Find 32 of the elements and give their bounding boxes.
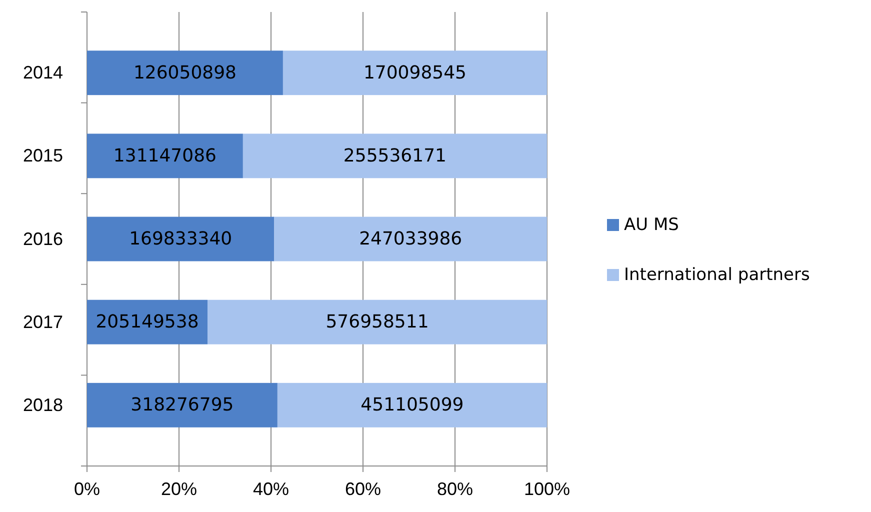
annotation: 131147086 <box>113 145 217 166</box>
bar <box>87 50 283 96</box>
bar <box>87 216 274 262</box>
y-tick-label: 2015 <box>22 146 63 166</box>
annotation: 169833340 <box>129 228 232 250</box>
annotation: 205149538 <box>96 312 199 333</box>
x-tick-label: 80% <box>436 478 474 499</box>
y-tick-label: 2014 <box>22 62 63 83</box>
x-tick-label: 0% <box>74 478 100 499</box>
y-tick-label: 2017 <box>22 312 63 332</box>
x-tick-label: 60% <box>344 478 382 499</box>
bar <box>282 50 547 96</box>
y-tick-label: 2016 <box>22 228 63 249</box>
annotation: 451105099 <box>360 394 464 416</box>
x-tick-label: 100% <box>524 478 570 499</box>
legend-label: AU MS <box>624 215 679 235</box>
annotation: 255536171 <box>343 145 447 166</box>
bar <box>208 300 547 344</box>
y-tick-label: 2018 <box>22 394 63 415</box>
annotation: 247033986 <box>359 228 462 250</box>
legend-label: International partners <box>624 265 810 285</box>
annotation: 170098545 <box>363 62 467 84</box>
bar <box>87 134 243 178</box>
bar <box>242 134 547 178</box>
x-tick-label: 20% <box>160 478 198 499</box>
bar <box>87 382 278 428</box>
x-tick-label: 40% <box>252 478 290 499</box>
bar <box>277 382 547 428</box>
annotation: 126050898 <box>133 62 237 84</box>
annotation: 318276795 <box>130 394 234 416</box>
annotation: 576958511 <box>326 312 429 333</box>
bar <box>274 216 547 262</box>
